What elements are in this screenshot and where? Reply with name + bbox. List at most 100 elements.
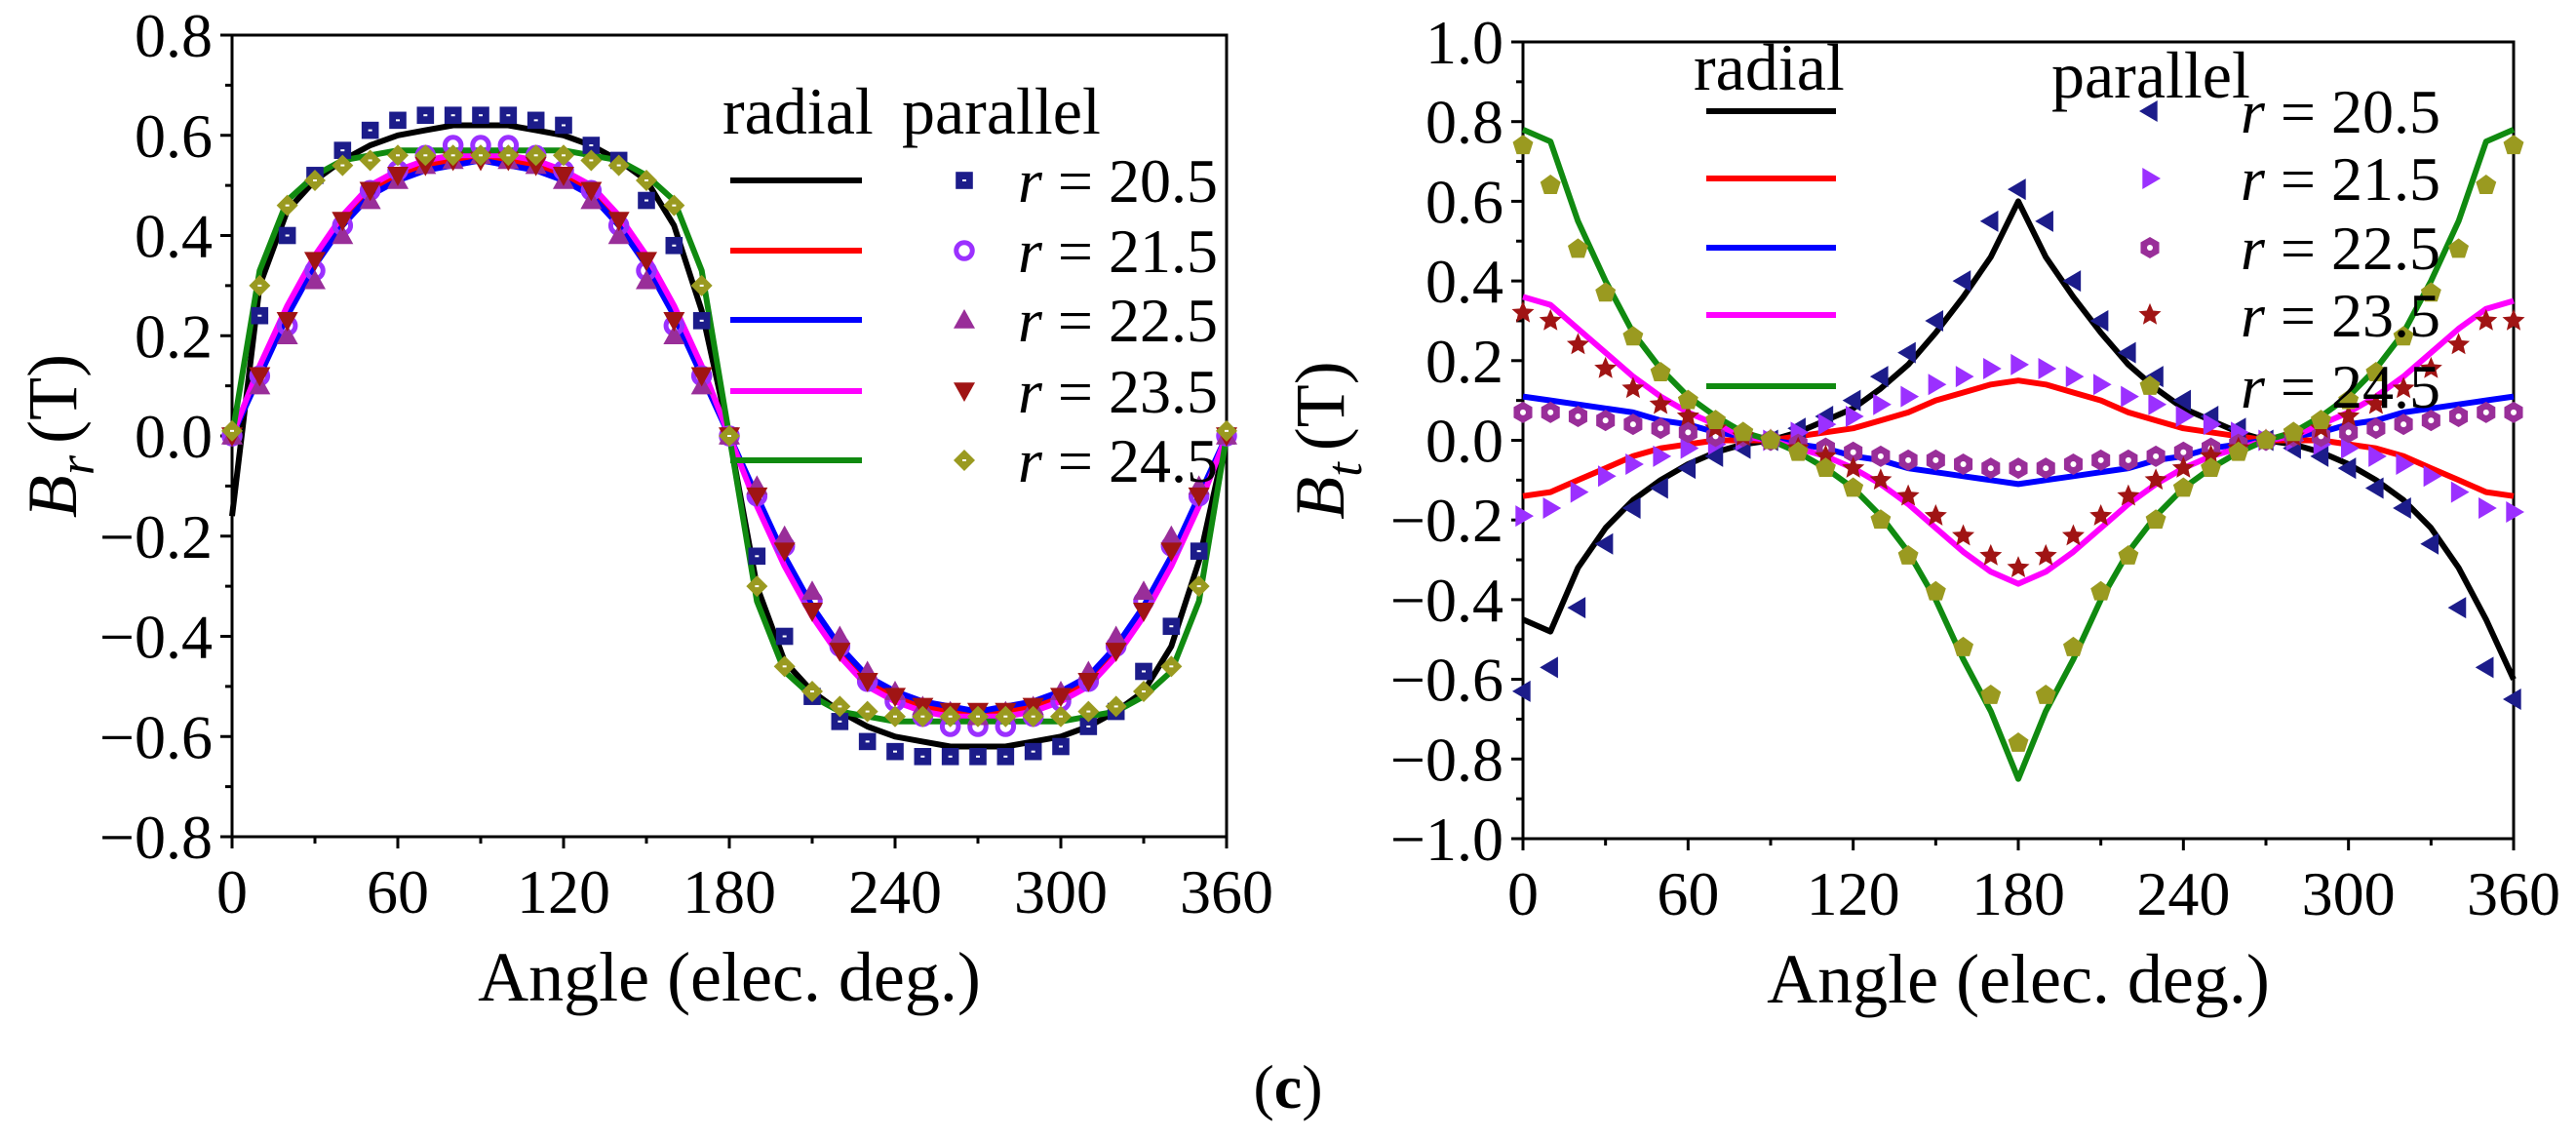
marker-triangle-right — [2203, 413, 2222, 436]
marker-hexagon-center — [1575, 413, 1581, 419]
marker-triangle-left — [1540, 656, 1558, 679]
y-tick-label: −0.4 — [99, 603, 213, 672]
marker-triangle-right — [1955, 366, 1974, 388]
marker-triangle-right — [2092, 374, 2112, 396]
marker-pentagon — [2118, 544, 2139, 565]
legend-label-var: r — [1018, 286, 1043, 355]
marker-triangle-left — [2447, 597, 2467, 619]
marker-triangle-left — [2393, 496, 2411, 519]
marker-triangle-right — [1845, 405, 1864, 427]
parallel-markers-215 — [1515, 353, 2524, 528]
marker-square-center — [948, 755, 953, 758]
legend-label-var: r — [1018, 357, 1043, 426]
marker-triangle-right — [1653, 445, 1672, 467]
marker-triangle-right — [2396, 453, 2415, 476]
marker-hexagon-center — [2125, 456, 2131, 463]
marker-square-center — [1086, 725, 1091, 728]
marker-pentagon — [1677, 389, 1698, 410]
marker-star — [1676, 404, 1699, 426]
marker-triangle-down — [1133, 603, 1154, 622]
marker-pentagon — [1843, 477, 1864, 497]
marker-star — [1924, 504, 1947, 526]
marker-square-center — [1169, 625, 1174, 628]
marker-square-center — [1003, 755, 1008, 758]
marker-triangle-left — [1869, 366, 1889, 388]
marker-pentagon — [2310, 410, 2331, 429]
y-tick-label: 0.8 — [1425, 88, 1503, 157]
marker-triangle-left — [2310, 445, 2329, 467]
marker-triangle-up — [1160, 525, 1183, 545]
marker-hexagon-center — [1712, 433, 1719, 440]
marker-square-center — [506, 114, 511, 117]
marker-pentagon — [2283, 421, 2304, 442]
marker-pentagon — [1733, 421, 1754, 442]
marker-square-center — [976, 755, 980, 758]
parallel-markers-245 — [1512, 135, 2524, 752]
marker-pentagon — [2228, 441, 2249, 461]
marker-triangle-left — [2117, 341, 2136, 364]
legend-label-var: r — [2241, 352, 2266, 421]
marker-star — [1842, 455, 1865, 478]
plot-area — [221, 106, 1237, 766]
marker-triangle-right — [1680, 437, 1699, 459]
marker-hexagon-center — [2482, 409, 2489, 415]
y-tick-label: 0.6 — [135, 101, 213, 171]
legend-label: r = 22.5 — [1018, 286, 1218, 355]
marker-pentagon — [1512, 135, 1534, 155]
marker-diamond-center — [920, 715, 925, 718]
marker-diamond-center — [1142, 690, 1146, 693]
marker-triangle-left — [2503, 689, 2521, 711]
marker-triangle-down — [746, 487, 768, 507]
marker-triangle-down — [1160, 542, 1183, 563]
marker-square-center — [479, 114, 483, 117]
marker-star — [2419, 356, 2442, 378]
marker-triangle-right — [2065, 366, 2085, 388]
marker-square-center — [368, 129, 372, 132]
y-tick-label: −0.8 — [1390, 725, 1503, 794]
chart-1: 0 60 120 180 240 300 360 0.8 0.6 0.4 0.2 0.0 −0.2 −0.… — [14, 1, 1273, 1016]
x-tick-label: 240 — [2136, 859, 2230, 928]
marker-hexagon-center — [1547, 409, 1554, 415]
marker-star — [2117, 484, 2140, 506]
marker-diamond-center — [479, 154, 483, 157]
marker-triangle-left — [1925, 309, 1944, 332]
marker-diamond-center — [727, 435, 731, 437]
legend-label-value: = 24.5 — [1042, 426, 1218, 495]
marker-hexagon-center — [2147, 245, 2153, 251]
chart-2: 0 60 120 180 240 300 360 1.0 0.8 0.6 0.4 0.2 0.0 −0.2… — [1281, 8, 2560, 1018]
marker-diamond-center — [1169, 665, 1174, 668]
marker-square-center — [644, 199, 648, 202]
marker-triangle-left — [2475, 656, 2494, 679]
y-axis-unit: (T) — [14, 354, 92, 444]
y-axis-symbol: B — [1281, 477, 1359, 520]
marker-hexagon-center — [2400, 421, 2407, 428]
marker-diamond-center — [962, 459, 966, 461]
marker-triangle-left — [1897, 341, 1916, 364]
marker-triangle-right — [1515, 505, 1534, 528]
marker-square-center — [533, 119, 538, 122]
marker-diamond-center — [1031, 715, 1035, 718]
legend-parallel-header: parallel — [902, 74, 1101, 148]
marker-star — [1511, 300, 1535, 323]
marker-diamond-center — [616, 164, 621, 167]
legend-label-value: = 22.5 — [1042, 286, 1218, 355]
x-tick-label: 0 — [216, 857, 248, 926]
x-axis-title: Angle (elec. deg.) — [1767, 940, 2270, 1018]
marker-square-center — [893, 750, 897, 753]
marker-hexagon-center — [2318, 433, 2324, 440]
marker-circle — [954, 240, 975, 261]
marker-square-center — [396, 119, 400, 122]
marker-triangle-up — [801, 580, 823, 601]
marker-triangle-down — [387, 167, 409, 186]
legend-label-value: = 20.5 — [1042, 146, 1218, 216]
y-tick-label: −0.6 — [99, 702, 213, 771]
marker-star — [2502, 308, 2525, 331]
marker-star — [2144, 468, 2167, 491]
marker-star — [2089, 504, 2113, 526]
marker-star — [2061, 524, 2085, 546]
marker-pentagon — [1760, 429, 1781, 450]
marker-hexagon-center — [1602, 417, 1609, 424]
marker-triangle-right — [1625, 453, 1644, 476]
marker-pentagon — [2255, 429, 2277, 450]
